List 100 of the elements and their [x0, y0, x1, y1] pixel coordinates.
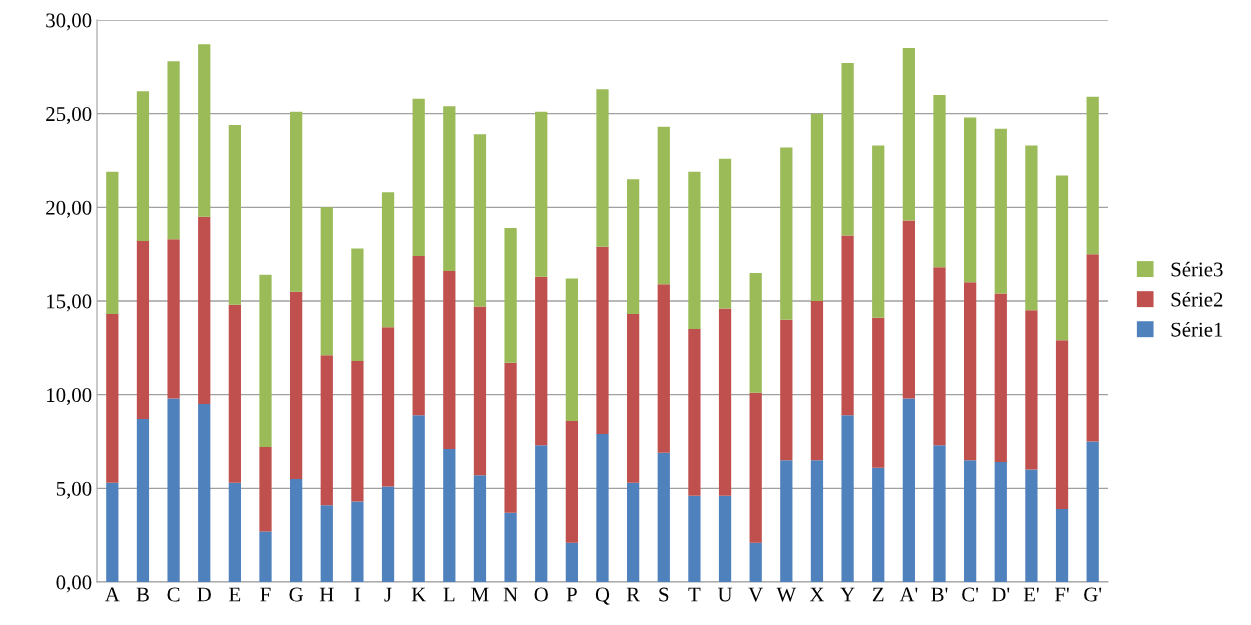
- bar: [657, 284, 670, 453]
- bar: [473, 306, 487, 476]
- bar: [688, 495, 701, 582]
- bar: [320, 207, 333, 356]
- x-tick-label: L: [443, 587, 455, 602]
- bar: [749, 272, 762, 393]
- x-tick-label: J: [384, 587, 392, 602]
- x-tick-label: G': [1084, 587, 1102, 602]
- bar: [627, 179, 640, 315]
- bar: [994, 462, 1007, 582]
- bar: [351, 360, 364, 502]
- bar: [412, 256, 425, 416]
- legend-label: Série2: [1171, 291, 1223, 307]
- bar: [1025, 310, 1038, 470]
- bar: [718, 308, 732, 496]
- x-tick-label: M: [471, 587, 489, 602]
- y-tick-label: 25,00: [46, 107, 92, 125]
- bar: [259, 274, 272, 448]
- bar: [504, 227, 517, 363]
- x-tick-label: S: [659, 587, 669, 602]
- bar: [1086, 441, 1099, 582]
- bar: [749, 392, 762, 543]
- y-tick-label: 5,00: [56, 481, 92, 499]
- bar: [596, 434, 609, 582]
- bar: [657, 452, 670, 582]
- bar: [504, 512, 517, 582]
- bar: [381, 327, 395, 487]
- bar: [688, 329, 701, 496]
- bar: [136, 91, 150, 242]
- bar: [627, 314, 640, 483]
- bar: [320, 505, 333, 582]
- x-tick-label: P: [566, 587, 577, 602]
- bar: [259, 447, 272, 532]
- bar: [994, 128, 1007, 294]
- bar: [106, 482, 119, 582]
- x-tick-label: W: [776, 587, 797, 602]
- bar: [933, 94, 946, 268]
- bar: [473, 475, 487, 582]
- bar: [780, 319, 793, 461]
- bar: [902, 398, 915, 582]
- bar: [964, 460, 977, 582]
- bar: [290, 111, 303, 292]
- x-tick-label: F: [260, 587, 271, 602]
- bar: [351, 501, 364, 582]
- bar: [1025, 469, 1038, 582]
- bar: [412, 415, 425, 582]
- x-tick-label: F': [1054, 587, 1069, 602]
- bar: [841, 235, 854, 416]
- bar: [780, 147, 793, 320]
- bar: [443, 448, 456, 582]
- x-tick-label: E': [1023, 587, 1039, 602]
- bar: [1025, 145, 1038, 311]
- bar: [810, 460, 824, 582]
- bar: [964, 117, 977, 283]
- x-tick-label: B: [136, 587, 149, 602]
- bar: [504, 362, 517, 513]
- bar: [443, 271, 456, 449]
- bar: [565, 420, 578, 543]
- bar: [933, 267, 946, 446]
- x-tick-label: D: [197, 587, 211, 602]
- y-tick-label: 30,00: [46, 13, 92, 31]
- bar: [994, 293, 1007, 463]
- y-tick-label: 15,00: [47, 294, 92, 312]
- legend-label: Série3: [1171, 261, 1223, 277]
- bar: [718, 495, 732, 582]
- bar: [381, 486, 395, 582]
- bar: [535, 445, 548, 582]
- bar: [412, 98, 425, 257]
- x-tick-label: T: [688, 587, 701, 602]
- x-tick-label: Q: [595, 587, 610, 605]
- bar: [933, 445, 946, 582]
- x-tick-label: R: [626, 587, 641, 602]
- bar: [473, 134, 487, 307]
- bar: [810, 301, 824, 461]
- bar: [167, 239, 180, 399]
- x-tick-label: C': [962, 587, 979, 602]
- x-tick-label: K: [411, 587, 426, 602]
- x-tick-label: I: [354, 587, 361, 602]
- bar: [320, 355, 333, 506]
- x-tick-label: N: [503, 587, 518, 602]
- y-tick-label: 0,00: [56, 575, 92, 593]
- bar: [841, 415, 854, 582]
- bar: [872, 145, 885, 318]
- bar: [198, 216, 211, 405]
- bar: [1086, 96, 1099, 255]
- x-tick-label: C: [167, 587, 180, 602]
- bar: [902, 220, 915, 399]
- x-tick-label: H: [319, 587, 334, 602]
- bar: [443, 106, 456, 272]
- bar: [167, 61, 180, 240]
- bar: [259, 531, 272, 582]
- x-tick-label: O: [534, 587, 548, 602]
- bar: [841, 63, 854, 236]
- x-tick-label: V: [748, 587, 763, 602]
- bar: [106, 171, 119, 315]
- bar: [198, 44, 211, 217]
- bar: [872, 317, 885, 468]
- x-tick-label: B': [931, 587, 948, 602]
- bar: [136, 241, 150, 420]
- bar: [1086, 254, 1099, 442]
